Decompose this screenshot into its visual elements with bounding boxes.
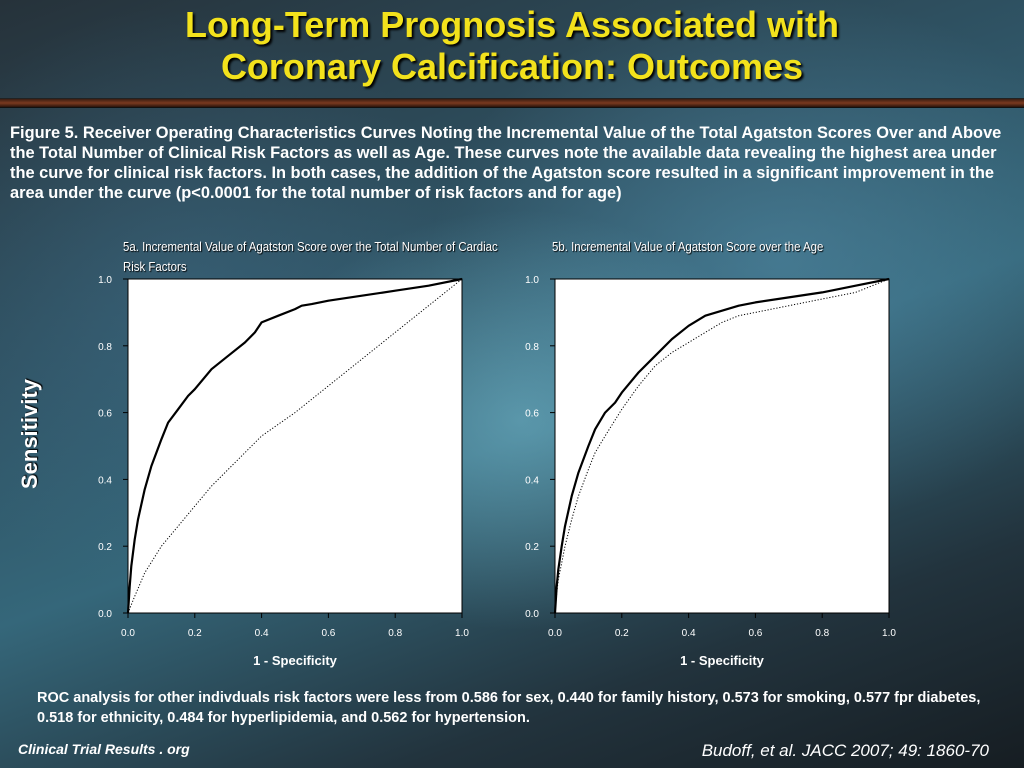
title-line-2: Coronary Calcification: Outcomes xyxy=(220,46,804,87)
slide-title: Long-Term Prognosis Associated with Coro… xyxy=(0,4,1024,88)
y-tick-label: 1.0 xyxy=(525,275,539,286)
plot-area xyxy=(554,278,890,614)
y-tick-label: 0.2 xyxy=(525,542,539,553)
x-tick-label: 0.8 xyxy=(815,628,829,639)
roc-curve-solid xyxy=(126,277,463,614)
title-divider xyxy=(0,98,1024,108)
y-tick-label: 0.8 xyxy=(98,342,112,353)
roc-curve-solid xyxy=(553,277,890,614)
x-tick-label: 1.0 xyxy=(882,628,896,639)
brand-watermark: Clinical Trial Results . org xyxy=(18,741,190,757)
plot-area xyxy=(127,278,463,614)
y-tick-label: 0.2 xyxy=(98,542,112,553)
x-tick-label: 0.4 xyxy=(682,628,696,639)
x-tick-label: 0.6 xyxy=(748,628,762,639)
x-tick-label: 0.8 xyxy=(388,628,402,639)
chart-a-subtitle: 5a. Incremental Value of Agatston Score … xyxy=(123,239,498,274)
chart-a-x-axis-label: 1 - Specificity xyxy=(253,653,337,668)
footnote: ROC analysis for other indivduals risk f… xyxy=(37,690,981,726)
citation: Budoff, et al. JACC 2007; 49: 1860-70 xyxy=(701,741,989,760)
title-line-1: Long-Term Prognosis Associated with xyxy=(184,4,840,45)
x-tick-label: 0.2 xyxy=(615,628,629,639)
y-tick-label: 0.4 xyxy=(525,475,539,486)
y-tick-label: 0.0 xyxy=(98,609,112,620)
chart-b-x-axis-label: 1 - Specificity xyxy=(680,653,764,668)
x-tick-label: 0.6 xyxy=(321,628,335,639)
y-tick-label: 0.6 xyxy=(525,409,539,420)
x-tick-label: 1.0 xyxy=(455,628,469,639)
y-tick-label: 0.0 xyxy=(525,609,539,620)
y-tick-label: 0.8 xyxy=(525,342,539,353)
roc-chart-a: 0.0 0.2 0.4 0.6 0.8 1.0 0.0 0.2 0.4 0.6 0.8 1.0 xyxy=(98,275,469,639)
y-axis-label: Sensitivity xyxy=(17,378,42,490)
y-tick-label: 1.0 xyxy=(98,275,112,286)
x-tick-label: 0.2 xyxy=(188,628,202,639)
x-tick-label: 0.0 xyxy=(121,628,135,639)
roc-chart-b: 0.0 0.2 0.4 0.6 0.8 1.0 0.0 0.2 0.4 0.6 0.8 1.0 xyxy=(525,275,896,639)
y-tick-label: 0.4 xyxy=(98,475,112,486)
x-tick-label: 0.0 xyxy=(548,628,562,639)
chart-b-subtitle: 5b. Incremental Value of Agatston Score … xyxy=(552,239,824,254)
y-tick-label: 0.6 xyxy=(98,409,112,420)
figure-caption: Figure 5. Receiver Operating Characteris… xyxy=(10,124,1002,202)
x-tick-label: 0.4 xyxy=(255,628,269,639)
